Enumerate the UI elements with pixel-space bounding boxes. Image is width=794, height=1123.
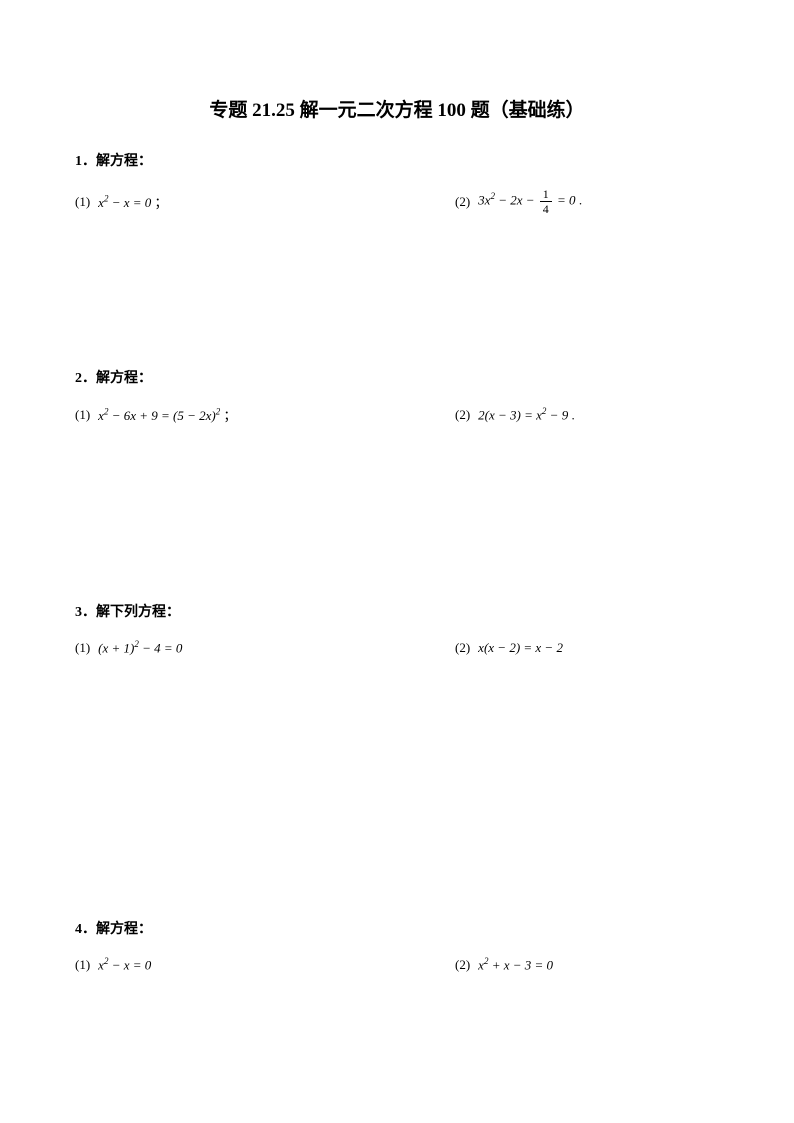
problem-4: 4．解方程： (1) x2 − x = 0 (2) x2 + x − 3 = 0 (75, 918, 719, 973)
problem-2: 2．解方程： (1) x2 − 6x + 9 = (5 − 2x)2 ； (2)… (75, 367, 719, 424)
sub-label: (2) (455, 194, 470, 210)
sub-label: (1) (75, 640, 90, 656)
spacer (75, 237, 719, 367)
problem-3: 3．解下列方程： (1) (x + 1)2 − 4 = 0 (2) x(x − … (75, 601, 719, 656)
problem-1-sub1: (1) x2 − x = 0 ； (75, 188, 455, 215)
problem-4-sub1: (1) x2 − x = 0 (75, 956, 455, 973)
equation: x(x − 2) = x − 2 (478, 640, 563, 656)
equation: (x + 1)2 − 4 = 0 (98, 639, 182, 656)
problem-3-header: 3．解下列方程： (75, 601, 719, 621)
problem-4-sub2: (2) x2 + x − 3 = 0 (455, 956, 553, 973)
problem-2-sub2: (2) 2(x − 3) = x2 − 9 . (455, 405, 575, 424)
problem-2-subs: (1) x2 − 6x + 9 = (5 − 2x)2 ； (2) 2(x − … (75, 405, 719, 424)
problem-3-sub1: (1) (x + 1)2 − 4 = 0 (75, 639, 455, 656)
problem-4-subs: (1) x2 − x = 0 (2) x2 + x − 3 = 0 (75, 956, 719, 973)
problem-2-header: 2．解方程： (75, 367, 719, 387)
spacer (75, 678, 719, 918)
equation: 3x2 − 2x − 14 = 0 . (478, 188, 582, 215)
sub-label: (2) (455, 640, 470, 656)
problem-1: 1．解方程： (1) x2 − x = 0 ； (2) 3x2 − 2x − 1… (75, 150, 719, 215)
problem-2-sub1: (1) x2 − 6x + 9 = (5 − 2x)2 ； (75, 405, 455, 424)
sub-label: (1) (75, 407, 90, 423)
sub-label: (2) (455, 957, 470, 973)
problem-3-sub2: (2) x(x − 2) = x − 2 (455, 639, 563, 656)
spacer (75, 446, 719, 601)
equation: x2 + x − 3 = 0 (478, 956, 553, 973)
problem-3-subs: (1) (x + 1)2 − 4 = 0 (2) x(x − 2) = x − … (75, 639, 719, 656)
sub-label: (1) (75, 957, 90, 973)
problem-1-subs: (1) x2 − x = 0 ； (2) 3x2 − 2x − 14 = 0 . (75, 188, 719, 215)
problem-1-sub2: (2) 3x2 − 2x − 14 = 0 . (455, 188, 582, 215)
equation: x2 − 6x + 9 = (5 − 2x)2 ； (98, 405, 236, 424)
sub-label: (2) (455, 407, 470, 423)
sub-label: (1) (75, 194, 90, 210)
equation: x2 − x = 0 (98, 956, 151, 973)
page-title: 专题 21.25 解一元二次方程 100 题（基础练） (75, 95, 719, 122)
equation: 2(x − 3) = x2 − 9 . (478, 406, 575, 423)
problem-4-header: 4．解方程： (75, 918, 719, 938)
equation: x2 − x = 0 ； (98, 192, 167, 211)
problem-1-header: 1．解方程： (75, 150, 719, 170)
